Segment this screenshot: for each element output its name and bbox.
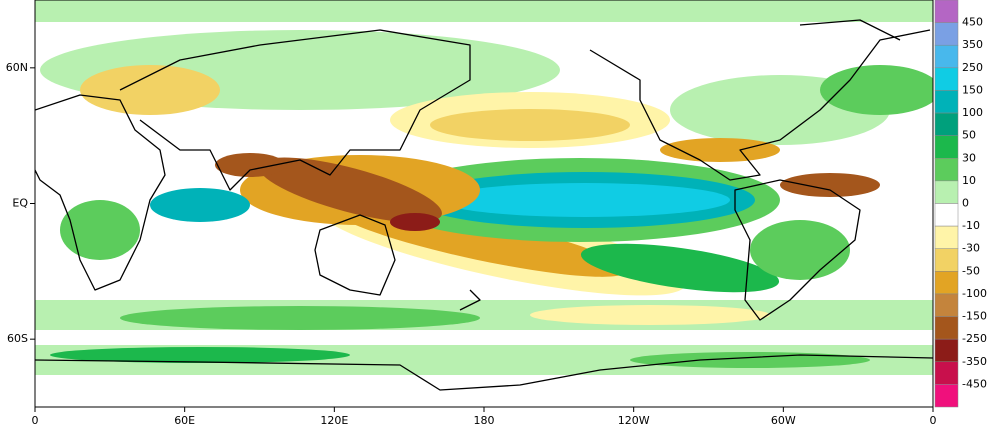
- colorbar-swatch: [934, 384, 959, 408]
- colorbar-label: 250: [962, 61, 983, 74]
- x-tick-label: 120E: [320, 414, 348, 427]
- colorbar-label: -100: [962, 287, 987, 300]
- colorbar-label: 350: [962, 38, 983, 51]
- x-tick-label: 0: [930, 414, 937, 427]
- y-tick-label: 60N: [6, 61, 28, 74]
- colorbar-label: 450: [962, 16, 983, 29]
- x-tick-label: 0: [32, 414, 39, 427]
- colorbar-swatch: [934, 248, 959, 272]
- map-field: [35, 0, 933, 407]
- colorbar-swatch: [934, 271, 959, 295]
- colorbar-label: -250: [962, 332, 987, 345]
- y-tick-label: EQ: [12, 197, 28, 210]
- x-tick-label: 60W: [771, 414, 796, 427]
- colorbar-label: -150: [962, 310, 987, 323]
- colorbar-label: -350: [962, 355, 987, 368]
- x-tick-label: 120W: [618, 414, 650, 427]
- colorbar-label: -50: [962, 264, 980, 277]
- colorbar-label: 0: [962, 197, 969, 210]
- y-tick-label: 60S: [7, 332, 28, 345]
- colorbar-label: 10: [962, 174, 976, 187]
- colorbar-swatch: [934, 316, 959, 340]
- colorbar-label: 50: [962, 129, 976, 142]
- colorbar-swatch: [934, 203, 959, 227]
- colorbar-swatch: [934, 67, 959, 91]
- colorbar-swatch: [934, 22, 959, 46]
- colorbar-swatch: [934, 361, 959, 385]
- colorbar-swatch: [934, 44, 959, 69]
- colorbar-swatch: [934, 158, 959, 182]
- colorbar-label: 100: [962, 106, 983, 119]
- colorbar-swatch: [934, 90, 959, 114]
- x-tick-label: 60E: [174, 414, 195, 427]
- colorbar-swatch: [934, 293, 959, 317]
- colorbar-label: -450: [962, 377, 987, 390]
- axes: 0 60E 120E 180 120W 60W 0 60N EQ 60S: [6, 61, 937, 427]
- colorbar-swatch: [934, 0, 959, 23]
- colorbar-swatch: [934, 112, 959, 136]
- colorbar-label: -10: [962, 219, 980, 232]
- colorbar-swatch: [934, 338, 959, 363]
- colorbar-label: 150: [962, 83, 983, 96]
- colorbar-swatch: [934, 135, 959, 159]
- colorbar-swatch: [934, 225, 959, 249]
- colorbar-label: 30: [962, 151, 976, 164]
- x-tick-label: 180: [474, 414, 495, 427]
- colorbar-label: -30: [962, 242, 980, 255]
- colorbar-swatch: [934, 180, 959, 204]
- colorbar: 4503502501501005030100-10-30-50-100-150-…: [934, 0, 987, 408]
